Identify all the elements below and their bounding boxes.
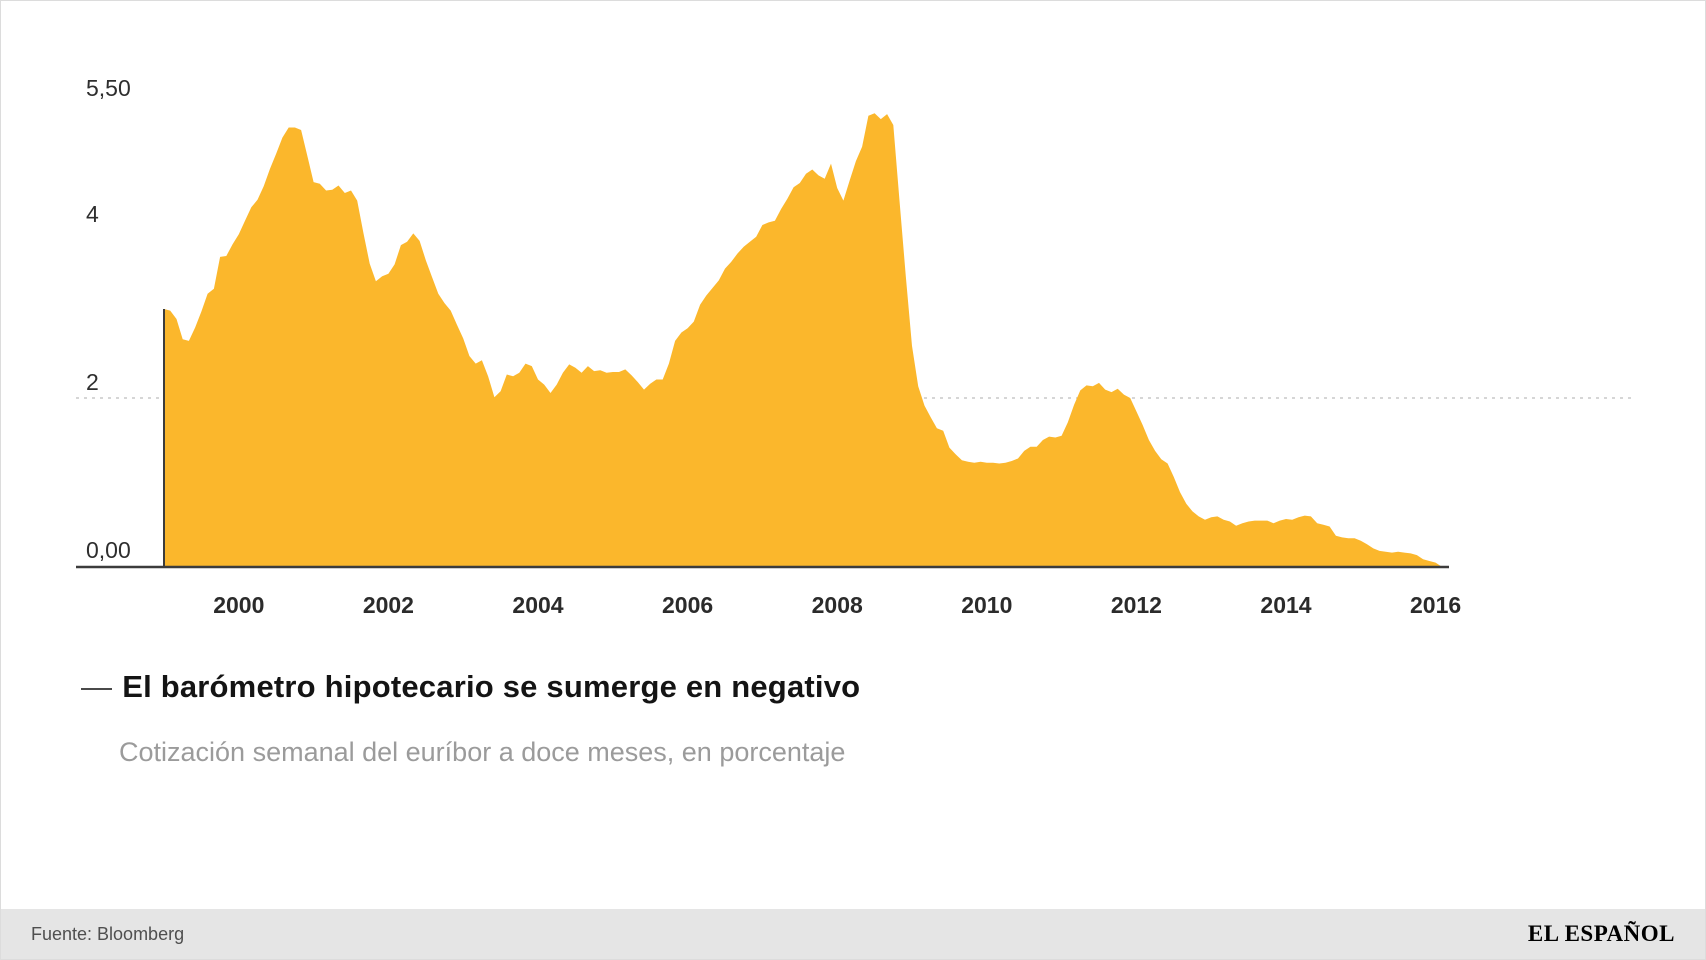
plot-area: 5,50 4 2 0,00 2000 2002 2004 2006 2008 2010 2012 20… — [1, 1, 1705, 651]
svg-text:2016: 2016 — [1410, 592, 1461, 618]
svg-text:5,50: 5,50 — [86, 75, 131, 101]
chart-title: — El barómetro hipotecario se sumerge en … — [81, 669, 1581, 705]
chart-subtitle: Cotización semanal del euríbor a doce me… — [119, 737, 846, 767]
svg-text:2012: 2012 — [1111, 592, 1162, 618]
legend-dash-icon: — — [81, 669, 113, 704]
footer-bar: Fuente: Bloomberg EL ESPAÑOL — [1, 909, 1705, 959]
source-credit: Fuente: Bloomberg — [31, 923, 185, 944]
svg-text:0,00: 0,00 — [86, 537, 131, 563]
svg-text:2004: 2004 — [512, 592, 563, 618]
svg-text:2006: 2006 — [662, 592, 713, 618]
svg-text:2014: 2014 — [1260, 592, 1311, 618]
euribor-area-chart: 5,50 4 2 0,00 2000 2002 2004 2006 2008 2010 2012 20… — [76, 75, 1632, 618]
svg-text:2008: 2008 — [812, 592, 863, 618]
brand-logo: EL ESPAÑOL — [1527, 921, 1675, 946]
svg-text:2000: 2000 — [213, 592, 264, 618]
svg-text:2: 2 — [86, 369, 99, 395]
svg-text:2010: 2010 — [961, 592, 1012, 618]
chart-title-text: El barómetro hipotecario se sumerge en n… — [122, 669, 861, 704]
svg-text:4: 4 — [86, 201, 99, 227]
svg-text:2002: 2002 — [363, 592, 414, 618]
